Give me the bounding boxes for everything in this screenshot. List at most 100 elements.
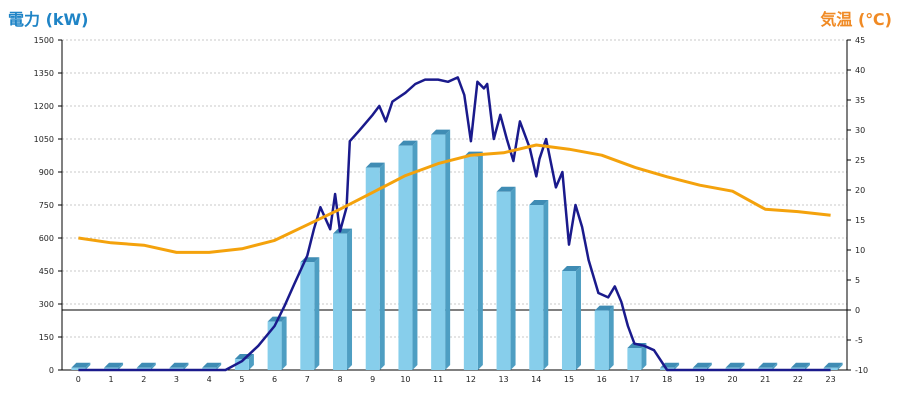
- right-tick-label: 35: [855, 96, 865, 105]
- right-tick-label: 5: [855, 276, 860, 285]
- left-tick-label: 0: [49, 366, 54, 375]
- x-tick-label: 12: [466, 375, 476, 384]
- x-tick-label: 0: [76, 375, 81, 384]
- x-tick-label: 13: [498, 375, 508, 384]
- bar-top: [529, 200, 549, 205]
- x-tick-label: 7: [305, 375, 310, 384]
- x-tick-label: 10: [400, 375, 410, 384]
- bar: [529, 205, 544, 370]
- right-tick-label: 10: [855, 246, 865, 255]
- left-tick-label: 750: [39, 201, 54, 210]
- bar-top: [202, 362, 222, 368]
- bar-side: [706, 362, 712, 370]
- bar: [594, 310, 609, 370]
- bar-top: [594, 305, 614, 311]
- bar-side: [477, 151, 483, 370]
- x-tick-label: 6: [272, 375, 277, 384]
- bar-side: [150, 362, 156, 370]
- right-tick-label: -10: [855, 366, 868, 375]
- x-tick-label: 21: [760, 375, 770, 384]
- bar: [234, 359, 249, 370]
- x-tick-label: 19: [695, 375, 705, 384]
- x-tick-label: 23: [826, 375, 836, 384]
- bar: [496, 191, 511, 370]
- x-tick-label: 20: [727, 375, 737, 384]
- bar: [431, 134, 446, 370]
- x-tick-label: 14: [531, 375, 541, 384]
- bar-side: [674, 362, 680, 370]
- x-tick-label: 2: [141, 375, 146, 384]
- left-tick-label: 1200: [34, 102, 54, 111]
- right-axis-title: 気温 (℃): [820, 10, 892, 29]
- left-tick-label: 1350: [34, 69, 54, 78]
- bar-side: [379, 162, 385, 370]
- bar: [300, 262, 315, 370]
- left-tick-label: 1050: [34, 135, 54, 144]
- bar-side: [837, 362, 843, 370]
- x-tick-label: 18: [662, 375, 672, 384]
- left-axis-title: 電力 (kW): [8, 10, 89, 29]
- left-tick-label: 600: [39, 234, 54, 243]
- bar: [398, 145, 413, 370]
- x-tick-label: 8: [337, 375, 342, 384]
- left-tick-label: 1500: [34, 36, 54, 45]
- bar-top: [496, 186, 516, 192]
- bar-side: [248, 354, 254, 370]
- right-tick-label: -5: [855, 336, 863, 345]
- bar-side: [347, 228, 353, 370]
- bar-top: [431, 129, 451, 135]
- bar-top: [104, 362, 124, 368]
- bar: [267, 321, 282, 370]
- bar: [561, 271, 576, 370]
- bar-side: [281, 316, 287, 370]
- bar-top: [365, 162, 385, 168]
- bar: [333, 233, 348, 370]
- bar-side: [412, 140, 418, 370]
- right-tick-label: 20: [855, 186, 865, 195]
- bar-side: [510, 186, 516, 370]
- left-tick-label: 300: [39, 300, 54, 309]
- bar-side: [445, 129, 451, 370]
- bar-side: [608, 305, 614, 370]
- right-tick-label: 45: [855, 36, 865, 45]
- bar-side: [804, 362, 810, 370]
- bar-top: [823, 362, 843, 368]
- bar-top: [169, 362, 189, 368]
- x-tick-label: 3: [174, 375, 179, 384]
- bar-top: [333, 228, 353, 234]
- bar-side: [118, 362, 124, 370]
- bar-side: [739, 362, 745, 370]
- bar-top: [561, 266, 581, 271]
- bar-top: [398, 140, 418, 146]
- bar-top: [758, 362, 778, 368]
- bar: [627, 348, 642, 370]
- left-tick-label: 450: [39, 267, 54, 276]
- bar-top: [725, 362, 745, 368]
- bar-top: [790, 362, 810, 368]
- bar-side: [314, 257, 320, 370]
- bar-top: [136, 362, 156, 368]
- left-tick-label: 150: [39, 333, 54, 342]
- x-tick-label: 1: [109, 375, 114, 384]
- bar: [365, 167, 380, 370]
- bar: [463, 156, 478, 370]
- x-tick-label: 15: [564, 375, 574, 384]
- x-tick-label: 22: [793, 375, 803, 384]
- x-tick-label: 9: [370, 375, 375, 384]
- bar-top: [71, 362, 91, 368]
- temperature-line: [78, 143, 831, 254]
- bar-side: [543, 200, 549, 370]
- x-tick-label: 16: [597, 375, 607, 384]
- right-tick-label: 0: [855, 306, 860, 315]
- x-tick-label: 11: [433, 375, 443, 384]
- bar: [71, 367, 86, 370]
- x-tick-label: 4: [207, 375, 212, 384]
- right-tick-label: 40: [855, 66, 865, 75]
- x-tick-label: 5: [239, 375, 244, 384]
- bar-side: [575, 266, 581, 370]
- left-tick-label: 900: [39, 168, 54, 177]
- bar-top: [692, 362, 712, 368]
- right-tick-label: 30: [855, 126, 865, 135]
- bar-side: [772, 362, 778, 370]
